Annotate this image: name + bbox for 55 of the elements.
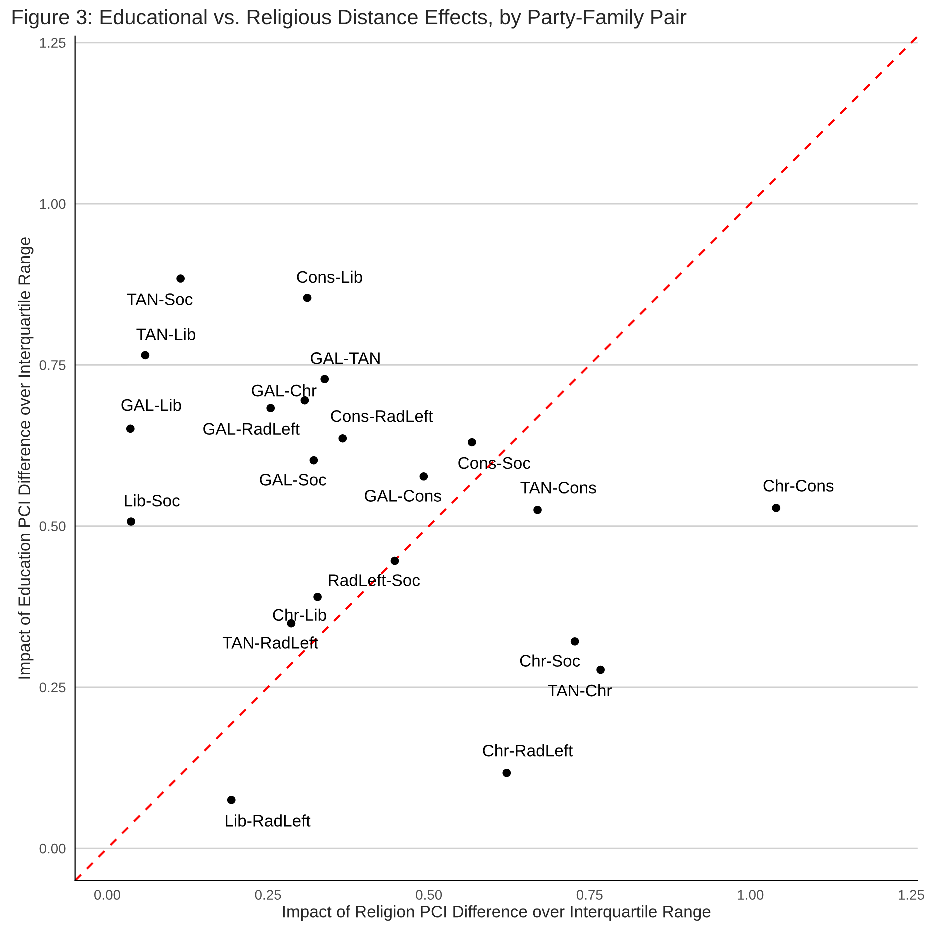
annotation: GAL-TAN [311, 352, 380, 364]
annotation: Lib-Soc [125, 494, 180, 507]
annotation: TAN-Cons [520, 482, 596, 494]
point [126, 424, 135, 434]
annotation: GAL-Soc [260, 474, 326, 486]
point [338, 434, 348, 443]
point [266, 404, 276, 412]
annotation: Lib-RadLeft [226, 814, 311, 827]
annotation: GAL-Cons [365, 490, 442, 502]
point [320, 375, 330, 384]
point [420, 472, 428, 481]
annotation: TAN-Chr [548, 684, 612, 697]
annotation: Chr-Cons [764, 480, 834, 492]
point [141, 351, 150, 360]
point [127, 518, 136, 526]
annotation: Chr-Soc [520, 654, 580, 667]
point [534, 506, 542, 514]
x-tick-label: 1.25 [899, 890, 924, 900]
annotation: TAN-Soc [127, 294, 193, 306]
y-axis-title: Impact of Education PCI Difference over Interquartile Range [18, 238, 34, 679]
x-axis-title: Impact of Religion PCI Difference over Interquartile Range [283, 906, 711, 922]
point [596, 666, 605, 674]
point [227, 796, 236, 804]
annotation: GAL-Lib [122, 398, 182, 412]
annotation: RadLeft-Soc [329, 574, 420, 586]
annotation: Chr-RadLeft [483, 744, 574, 757]
point [468, 438, 476, 447]
x-tick-label: 0.50 [416, 890, 442, 900]
point [310, 456, 318, 465]
y-tick-label: 0.00 [40, 844, 66, 854]
x-tick-label: 0.00 [94, 890, 120, 900]
y-tick-label: 1.00 [40, 199, 66, 210]
point [176, 274, 185, 283]
point [314, 593, 322, 602]
y-tick-label: 0.75 [40, 360, 66, 370]
x-tick-label: 0.75 [576, 890, 603, 900]
point [502, 768, 512, 778]
y-tick-label: 1.25 [40, 38, 66, 48]
point [570, 637, 580, 646]
point [390, 556, 400, 566]
y-tick-label: 0.50 [40, 522, 66, 532]
point [772, 504, 781, 512]
annotation: TAN-Lib [136, 328, 196, 340]
annotation: TAN-RadLeft [222, 636, 319, 649]
x-tick-label: 1.00 [738, 890, 764, 900]
x-tick-label: 0.25 [255, 890, 282, 900]
annotation: Cons-Soc [458, 457, 531, 470]
annotation: Chr-Lib [273, 608, 326, 622]
y-tick-label: 0.25 [40, 682, 66, 693]
point [303, 294, 312, 302]
annotation: GAL-RadLeft [204, 422, 300, 436]
annotation: GAL-Chr [252, 384, 317, 397]
annotation: Cons-RadLeft [331, 410, 434, 422]
annotation: Cons-Lib [297, 270, 362, 284]
chart-title: Figure 3: Educational vs. Religious Distance Effects, by Party-Family Pair [12, 9, 687, 29]
